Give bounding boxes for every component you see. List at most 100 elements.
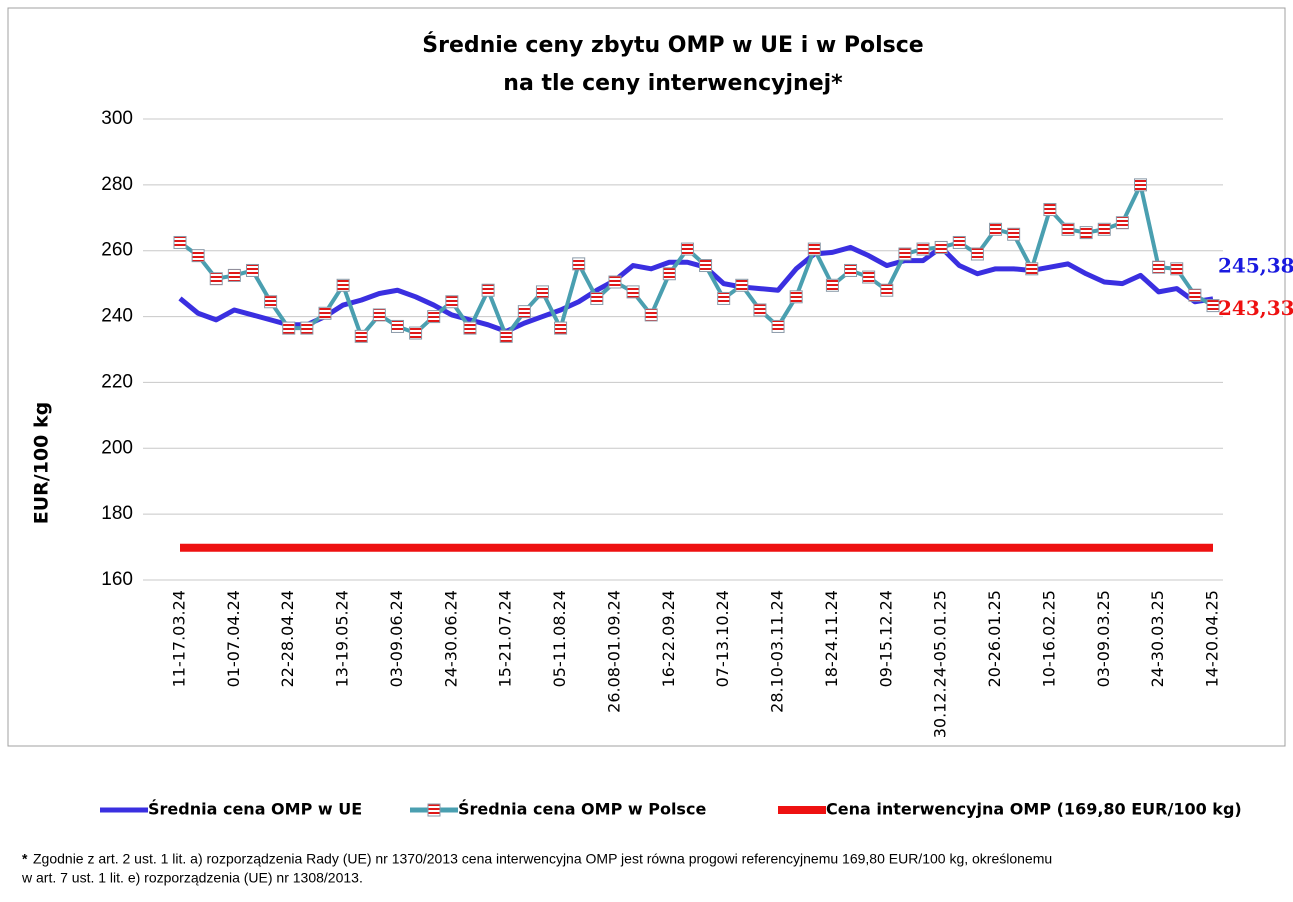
y-tick-label: 240 <box>101 306 133 327</box>
data-point <box>934 240 948 254</box>
y-tick-label: 280 <box>101 174 133 195</box>
x-tick-label: 10-16.02.25 <box>1039 590 1058 687</box>
y-tick-label: 160 <box>101 569 133 590</box>
x-tick-label: 28.10-03.11.24 <box>768 590 787 713</box>
data-point <box>1170 262 1184 276</box>
data-point <box>191 249 205 263</box>
series-line <box>178 182 1214 339</box>
data-point <box>1097 222 1111 236</box>
data-label: 243,33 <box>1218 296 1293 320</box>
legend-label: Cena interwencyjna OMP (169,80 EUR/100 k… <box>826 800 1242 819</box>
data-point <box>626 285 640 299</box>
data-point <box>535 285 549 299</box>
data-point <box>390 319 404 333</box>
data-point <box>608 275 622 289</box>
data-point <box>372 308 386 322</box>
data-point <box>952 235 966 249</box>
x-tick-label: 13-19.05.24 <box>333 590 352 687</box>
data-point <box>989 222 1003 236</box>
x-tick-label: 20-26.01.25 <box>985 590 1004 687</box>
data-point <box>735 278 749 292</box>
data-point <box>1206 299 1220 313</box>
footnote-text: Zgodnie z art. 2 ust. 1 lit. a) rozporzą… <box>33 851 1052 867</box>
x-tick-label: 07-13.10.24 <box>713 590 732 687</box>
x-tick-label: 15-21.07.24 <box>496 590 515 687</box>
data-point <box>1061 222 1075 236</box>
data-point <box>209 272 223 286</box>
legend-marker <box>427 803 441 817</box>
data-point <box>318 306 332 320</box>
legend-label: Średnia cena OMP w UE <box>148 800 362 819</box>
data-point <box>427 310 441 324</box>
chart-frame <box>7 7 1286 747</box>
data-point <box>173 235 187 249</box>
data-point <box>717 291 731 305</box>
x-tick-label: 05-11.08.24 <box>550 590 569 687</box>
legend-label: Średnia cena OMP w Polsce <box>458 800 706 819</box>
data-point <box>554 321 568 335</box>
x-tick-label: 14-20.04.25 <box>1203 590 1222 687</box>
data-point <box>771 319 785 333</box>
data-point <box>662 267 676 281</box>
y-tick-label: 200 <box>101 437 133 458</box>
data-point <box>264 295 278 309</box>
chart-subtitle: na tle ceny interwencyjnej* <box>503 71 843 96</box>
data-point <box>898 247 912 261</box>
data-point <box>245 263 259 277</box>
data-point <box>1134 178 1148 192</box>
x-tick-label: 18-24.11.24 <box>822 590 841 687</box>
data-point <box>970 247 984 261</box>
data-point <box>844 263 858 277</box>
x-tick-label: 09-15.12.24 <box>876 590 895 687</box>
y-tick-label: 180 <box>101 503 133 524</box>
data-point <box>916 242 930 256</box>
data-point <box>445 295 459 309</box>
data-point <box>300 321 314 335</box>
data-point <box>463 321 477 335</box>
data-point <box>409 326 423 340</box>
data-point <box>680 242 694 256</box>
x-tick-label: 24-30.06.24 <box>441 590 460 687</box>
footnote-text: w art. 7 ust. 1 lit. e) rozporządzenia (… <box>21 870 363 886</box>
data-point <box>825 278 839 292</box>
chart-title: Średnie ceny zbytu OMP w UE i w Polsce <box>422 32 923 58</box>
data-label: 245,38 <box>1218 253 1293 277</box>
x-tick-label: 03-09.03.25 <box>1094 590 1113 687</box>
x-tick-label: 16-22.09.24 <box>659 590 678 687</box>
data-point <box>1079 226 1093 240</box>
data-point <box>699 259 713 273</box>
x-tick-label: 11-17.03.24 <box>170 590 189 687</box>
data-point <box>644 308 658 322</box>
y-tick-label: 300 <box>101 108 133 129</box>
y-tick-label: 260 <box>101 240 133 261</box>
data-point <box>481 283 495 297</box>
y-axis-label: EUR/100 kg <box>31 402 53 525</box>
data-point <box>572 257 586 271</box>
data-point <box>517 305 531 319</box>
data-point <box>880 283 894 297</box>
x-tick-label: 01-07.04.24 <box>224 590 243 687</box>
data-point <box>282 321 296 335</box>
data-point <box>227 268 241 282</box>
y-tick-label: 220 <box>101 371 133 392</box>
x-tick-label: 26.08-01.09.24 <box>604 590 623 713</box>
series-line <box>178 244 1214 334</box>
data-point <box>1152 260 1166 274</box>
x-tick-label: 03-09.06.24 <box>387 590 406 687</box>
data-point <box>753 303 767 317</box>
x-tick-label: 30.12.24-05.01.25 <box>931 590 950 738</box>
data-point <box>1115 216 1129 230</box>
data-point <box>590 291 604 305</box>
data-point <box>789 290 803 304</box>
data-point <box>336 278 350 292</box>
data-point <box>1007 227 1021 241</box>
data-point <box>354 329 368 343</box>
data-point <box>1025 262 1039 276</box>
x-tick-label: 24-30.03.25 <box>1148 590 1167 687</box>
data-point <box>862 270 876 284</box>
x-tick-label: 22-28.04.24 <box>278 590 297 687</box>
data-point <box>807 242 821 256</box>
data-point <box>1188 288 1202 302</box>
